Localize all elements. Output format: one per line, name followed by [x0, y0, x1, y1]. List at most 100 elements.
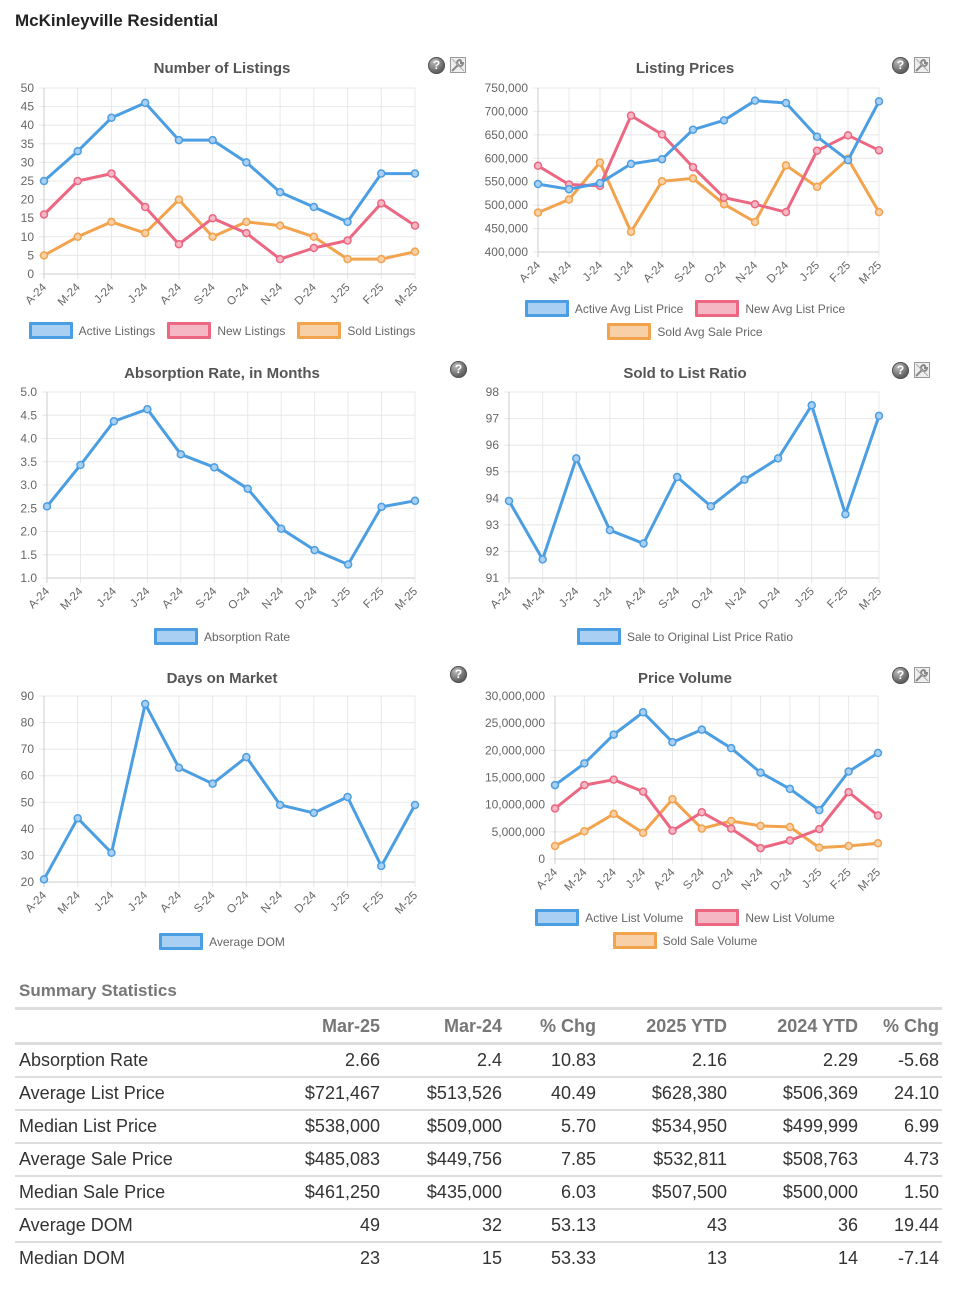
data-point[interactable]: [73, 232, 82, 242]
data-point[interactable]: [174, 239, 184, 249]
data-point[interactable]: [377, 199, 386, 208]
data-point[interactable]: [719, 193, 729, 202]
data-point[interactable]: [740, 475, 749, 484]
data-point[interactable]: [377, 861, 386, 871]
data-point[interactable]: [76, 460, 85, 470]
data-point[interactable]: [750, 199, 760, 209]
help-icon[interactable]: ?: [892, 56, 909, 74]
data-point[interactable]: [812, 132, 822, 141]
data-point[interactable]: [609, 809, 618, 819]
data-point[interactable]: [343, 236, 352, 245]
data-point[interactable]: [309, 202, 319, 212]
wrench-icon[interactable]: [913, 56, 931, 74]
data-point[interactable]: [844, 841, 853, 851]
data-point[interactable]: [719, 116, 729, 125]
data-point[interactable]: [773, 454, 783, 463]
data-point[interactable]: [42, 502, 52, 511]
data-point[interactable]: [73, 813, 82, 823]
data-point[interactable]: [841, 509, 850, 519]
data-point[interactable]: [756, 821, 765, 831]
data-point[interactable]: [668, 826, 677, 835]
data-point[interactable]: [538, 555, 547, 564]
data-point[interactable]: [726, 824, 736, 833]
data-point[interactable]: [174, 763, 184, 772]
data-point[interactable]: [208, 213, 217, 223]
data-point[interactable]: [843, 155, 853, 165]
data-point[interactable]: [208, 135, 217, 145]
data-point[interactable]: [638, 828, 648, 838]
data-point[interactable]: [756, 768, 765, 777]
data-point[interactable]: [275, 221, 285, 230]
data-point[interactable]: [626, 227, 636, 237]
data-point[interactable]: [706, 502, 716, 511]
data-point[interactable]: [595, 178, 605, 188]
help-icon[interactable]: ?: [892, 666, 909, 684]
data-point[interactable]: [639, 539, 648, 548]
data-point[interactable]: [812, 182, 822, 192]
legend-item-new-avg-list-price[interactable]: New Avg List Price: [695, 300, 845, 317]
data-point[interactable]: [873, 838, 883, 848]
data-point[interactable]: [208, 779, 217, 788]
data-point[interactable]: [343, 560, 353, 569]
data-point[interactable]: [242, 217, 251, 227]
legend-item-new-listings[interactable]: New Listings: [167, 322, 285, 339]
data-point[interactable]: [726, 743, 736, 753]
data-point[interactable]: [688, 174, 698, 183]
data-point[interactable]: [140, 98, 150, 108]
data-point[interactable]: [874, 146, 884, 155]
wrench-icon[interactable]: [913, 361, 931, 379]
data-point[interactable]: [726, 816, 736, 826]
data-point[interactable]: [668, 737, 677, 747]
wrench-icon[interactable]: [449, 56, 467, 74]
data-point[interactable]: [580, 759, 589, 768]
data-point[interactable]: [208, 232, 217, 242]
help-icon[interactable]: ?: [892, 361, 909, 379]
data-point[interactable]: [874, 207, 884, 217]
data-point[interactable]: [410, 221, 420, 230]
data-point[interactable]: [343, 792, 352, 802]
data-point[interactable]: [343, 217, 352, 227]
data-point[interactable]: [844, 767, 853, 776]
data-point[interactable]: [107, 169, 116, 178]
data-point[interactable]: [410, 247, 420, 256]
data-point[interactable]: [815, 824, 824, 834]
data-point[interactable]: [657, 176, 667, 186]
data-point[interactable]: [750, 217, 760, 227]
data-point[interactable]: [377, 502, 386, 512]
data-point[interactable]: [595, 158, 605, 167]
data-point[interactable]: [609, 730, 618, 739]
data-point[interactable]: [807, 401, 816, 410]
data-point[interactable]: [756, 843, 765, 853]
data-point[interactable]: [533, 161, 543, 171]
data-point[interactable]: [242, 158, 251, 167]
data-point[interactable]: [572, 454, 581, 463]
data-point[interactable]: [242, 752, 251, 762]
data-point[interactable]: [785, 784, 795, 794]
data-point[interactable]: [107, 217, 116, 227]
data-point[interactable]: [785, 822, 795, 832]
data-point[interactable]: [107, 848, 116, 858]
data-point[interactable]: [174, 195, 184, 204]
data-point[interactable]: [668, 794, 677, 804]
data-point[interactable]: [140, 699, 150, 709]
data-point[interactable]: [309, 243, 319, 253]
data-point[interactable]: [550, 780, 560, 790]
data-point[interactable]: [73, 146, 82, 156]
data-point[interactable]: [672, 472, 682, 482]
data-point[interactable]: [276, 524, 286, 533]
help-icon[interactable]: ?: [428, 56, 445, 74]
data-point[interactable]: [140, 228, 150, 238]
data-point[interactable]: [626, 159, 636, 169]
data-point[interactable]: [275, 800, 285, 810]
data-point[interactable]: [533, 179, 543, 189]
legend-item-sold-listings[interactable]: Sold Listings: [297, 322, 415, 339]
wrench-icon[interactable]: [913, 666, 931, 684]
data-point[interactable]: [107, 113, 116, 123]
legend-item-average-dom[interactable]: Average DOM: [159, 933, 285, 950]
data-point[interactable]: [688, 125, 698, 134]
data-point[interactable]: [688, 162, 698, 172]
data-point[interactable]: [785, 836, 795, 845]
data-point[interactable]: [697, 808, 707, 817]
data-point[interactable]: [605, 525, 615, 535]
data-point[interactable]: [550, 841, 560, 851]
